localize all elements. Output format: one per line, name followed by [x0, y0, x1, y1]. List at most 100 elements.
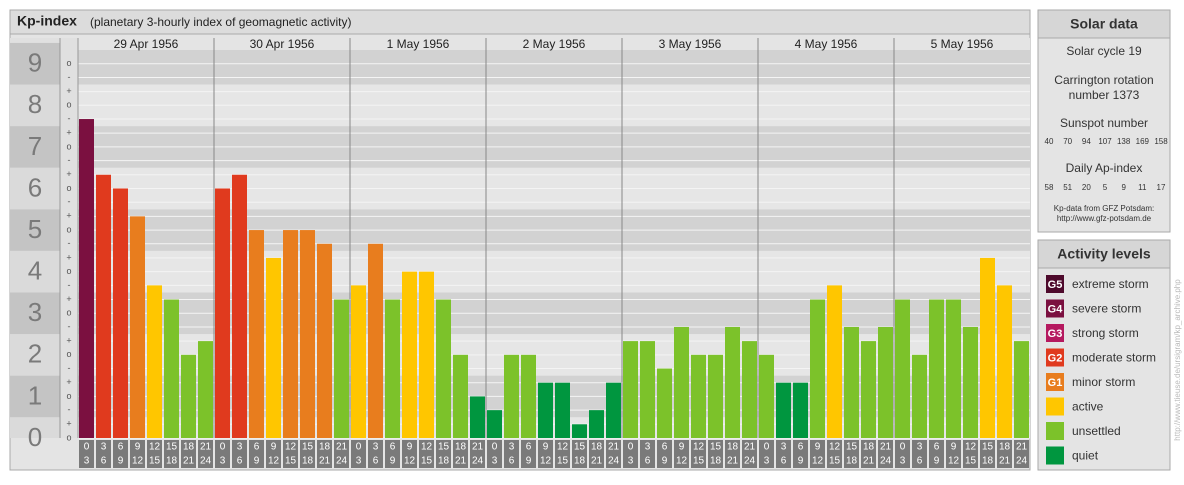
number: 51 — [1063, 183, 1072, 192]
time-box — [249, 440, 264, 468]
bar — [79, 119, 94, 438]
minor-tick-label: o — [66, 100, 71, 110]
bar — [283, 230, 298, 438]
bar — [657, 368, 672, 438]
bar — [759, 354, 774, 438]
time-end: 18 — [710, 456, 722, 467]
bar — [623, 341, 638, 438]
time-box — [606, 440, 621, 468]
time-box — [113, 440, 128, 468]
day-label: 5 May 1956 — [931, 37, 994, 51]
carrington: number 1373 — [1069, 88, 1140, 102]
time-start: 15 — [438, 442, 450, 453]
time-box — [385, 440, 400, 468]
time-start: 21 — [336, 442, 348, 453]
time-end: 15 — [965, 456, 977, 467]
bar — [912, 354, 927, 438]
time-box — [436, 440, 451, 468]
time-start: 3 — [781, 442, 787, 453]
bar — [776, 382, 791, 438]
time-box — [147, 440, 162, 468]
bar — [164, 299, 179, 438]
bar — [249, 230, 264, 438]
y-tick-label: 1 — [28, 380, 42, 410]
bar — [606, 382, 621, 438]
day-label: 3 May 1956 — [659, 37, 722, 51]
legend-label: active — [1072, 400, 1104, 414]
time-end: 18 — [166, 456, 178, 467]
bar — [453, 354, 468, 438]
label-band — [10, 292, 60, 335]
time-box — [878, 440, 893, 468]
bar — [963, 326, 978, 438]
bar — [827, 285, 842, 438]
minor-tick-label: o — [66, 391, 71, 401]
day-label: 1 May 1956 — [387, 37, 450, 51]
time-start: 12 — [557, 442, 569, 453]
time-end: 15 — [421, 456, 433, 467]
time-end: 9 — [662, 456, 668, 467]
label-band — [10, 126, 60, 168]
legend-label: minor storm — [1072, 375, 1135, 389]
time-box — [657, 440, 672, 468]
label-band — [10, 250, 60, 293]
bar — [504, 354, 519, 438]
label-band — [10, 84, 60, 127]
time-box — [912, 440, 927, 468]
source: Kp-data from GFZ Potsdam: — [1054, 204, 1154, 213]
time-box — [895, 440, 910, 468]
chart-subtitle: (planetary 3-hourly index of geomagnetic… — [90, 15, 351, 29]
legend-swatch — [1046, 275, 1064, 293]
minor-tick-label: o — [66, 349, 71, 359]
bar — [130, 216, 145, 438]
label-band — [10, 209, 60, 251]
panel-title: Solar data — [1070, 16, 1138, 32]
time-start: 0 — [220, 442, 226, 453]
number: 40 — [1045, 137, 1054, 146]
time-box — [487, 440, 502, 468]
bar — [487, 410, 502, 438]
time-box — [79, 440, 94, 468]
bar — [589, 410, 604, 438]
time-end: 6 — [373, 456, 379, 467]
time-box — [555, 440, 570, 468]
number: 9 — [1121, 183, 1126, 192]
time-start: 0 — [492, 442, 498, 453]
carrington: Carrington rotation — [1054, 73, 1153, 87]
time-start: 9 — [679, 442, 685, 453]
number: 20 — [1082, 183, 1091, 192]
time-box — [181, 440, 196, 468]
label-band — [10, 375, 60, 418]
time-start: 3 — [237, 442, 243, 453]
time-end: 12 — [268, 456, 280, 467]
label-band — [10, 417, 60, 438]
time-start: 18 — [183, 442, 195, 453]
bar — [266, 257, 281, 438]
legend-swatch — [1046, 373, 1064, 391]
time-box — [980, 440, 995, 468]
time-box — [1014, 440, 1029, 468]
bar — [521, 354, 536, 438]
time-end: 24 — [608, 456, 620, 467]
bar — [793, 382, 808, 438]
number: 5 — [1103, 183, 1108, 192]
legend-label: moderate storm — [1072, 351, 1156, 365]
band — [78, 417, 1030, 438]
time-box — [317, 440, 332, 468]
time-start: 18 — [863, 442, 875, 453]
bar — [1014, 341, 1029, 438]
y-tick-label: 5 — [28, 214, 42, 244]
bar — [640, 341, 655, 438]
time-end: 15 — [557, 456, 569, 467]
legend-label: quiet — [1072, 449, 1099, 463]
time-box — [776, 440, 791, 468]
bar — [861, 341, 876, 438]
bar — [215, 188, 230, 438]
minor-tick-label: - — [68, 405, 71, 415]
time-box — [215, 440, 230, 468]
time-end: 15 — [693, 456, 705, 467]
minor-tick-label: + — [66, 419, 71, 429]
time-start: 15 — [166, 442, 178, 453]
source: http://www.gfz-potsdam.de — [1057, 214, 1152, 223]
minor-tick-label: - — [68, 113, 71, 123]
